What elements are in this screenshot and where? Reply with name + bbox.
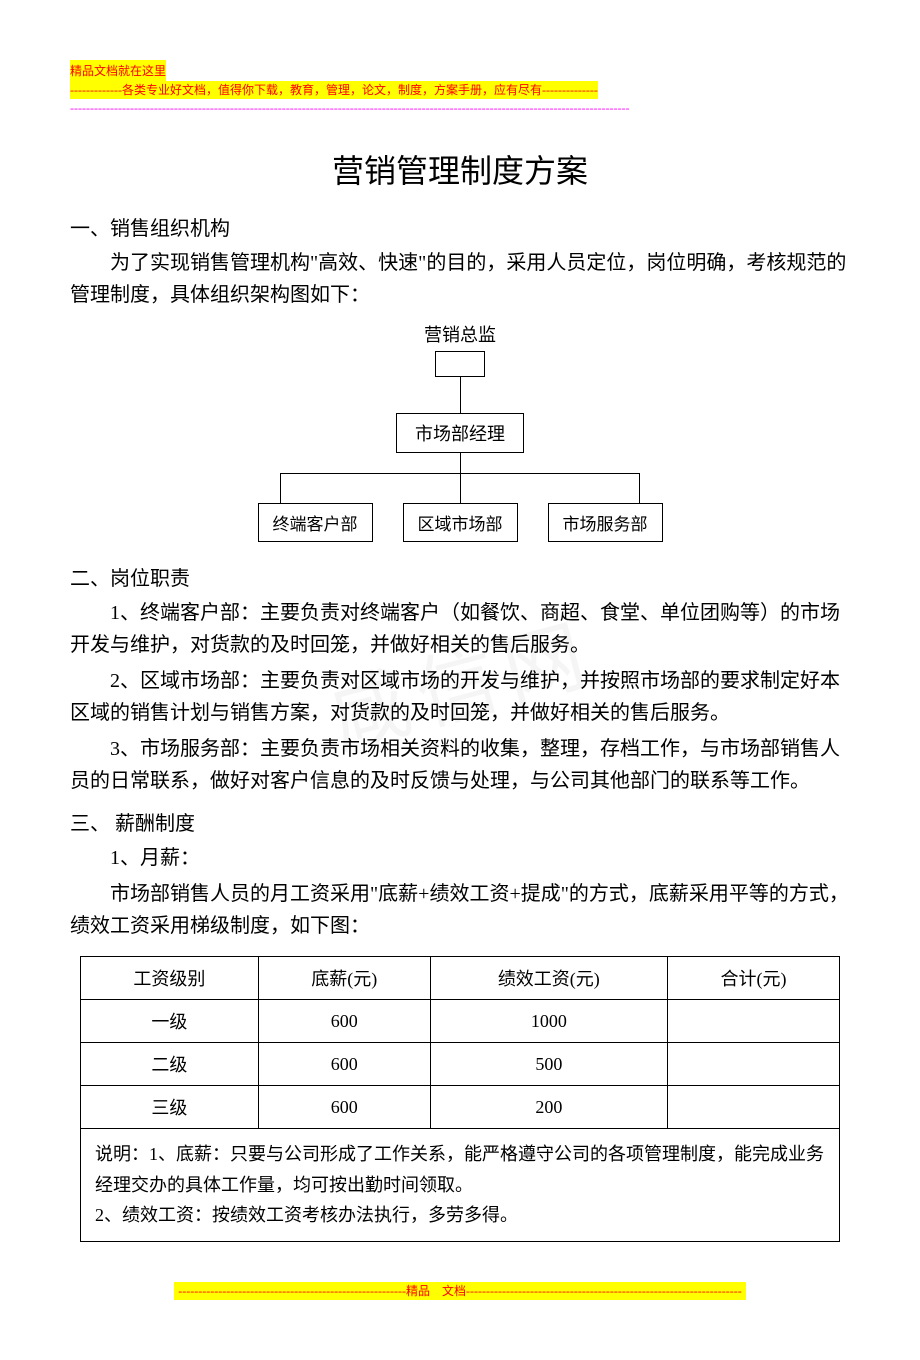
- org-mid-box: 市场部经理: [396, 413, 524, 453]
- th-level: 工资级别: [81, 957, 259, 1000]
- cell: 200: [430, 1086, 667, 1129]
- cell: 600: [258, 1086, 430, 1129]
- footer-text: ----------------------------------------…: [174, 1282, 746, 1300]
- cell: 600: [258, 1043, 430, 1086]
- org-top-box: [435, 351, 485, 377]
- section2-p2: 2、区域市场部：主要负责对区域市场的开发与维护，并按照市场部的要求制定好本区域的…: [70, 665, 850, 729]
- cell: 三级: [81, 1086, 259, 1129]
- th-perf: 绩效工资(元): [430, 957, 667, 1000]
- footer: ----------------------------------------…: [70, 1282, 850, 1300]
- org-leaf1: 终端客户部: [258, 503, 373, 542]
- cell: [667, 1086, 839, 1129]
- org-leaf2: 区域市场部: [403, 503, 518, 542]
- table-note-row: 说明：1、底薪：只要与公司形成了工作关系，能严格遵守公司的各项管理制度，能完成业…: [81, 1129, 840, 1242]
- header-dashes: ----------------------------------------…: [70, 101, 850, 116]
- section3-sub1: 1、月薪：: [70, 842, 850, 874]
- th-total: 合计(元): [667, 957, 839, 1000]
- cell: 二级: [81, 1043, 259, 1086]
- header-line2-pre: -------------: [70, 83, 122, 97]
- cell: 1000: [430, 1000, 667, 1043]
- section1-head: 一、销售组织机构: [70, 212, 850, 241]
- page-content: 精品文档就在这里 -------------各类专业好文档，值得你下载，教育，管…: [70, 60, 850, 1300]
- table-row: 二级 600 500: [81, 1043, 840, 1086]
- section3-head: 三、 薪酬制度: [70, 807, 850, 836]
- section3-para: 市场部销售人员的月工资采用"底薪+绩效工资+提成"的方式，底薪采用平等的方式，绩…: [70, 878, 850, 942]
- table-note: 说明：1、底薪：只要与公司形成了工作关系，能严格遵守公司的各项管理制度，能完成业…: [81, 1129, 840, 1242]
- cell: [667, 1043, 839, 1086]
- org-branch: [280, 453, 640, 503]
- header-line2: -------------各类专业好文档，值得你下载，教育，管理，论文，制度，方…: [70, 81, 598, 99]
- th-base: 底薪(元): [258, 957, 430, 1000]
- cell: [667, 1000, 839, 1043]
- org-leaf3: 市场服务部: [548, 503, 663, 542]
- page-title: 营销管理制度方案: [70, 146, 850, 192]
- footer-post: ----------------------------------------…: [466, 1284, 742, 1298]
- section2-head: 二、岗位职责: [70, 562, 850, 591]
- org-top-label: 营销总监: [70, 321, 850, 347]
- cell: 一级: [81, 1000, 259, 1043]
- cell: 600: [258, 1000, 430, 1043]
- table-row: 三级 600 200: [81, 1086, 840, 1129]
- org-chart: 营销总监 市场部经理 终端客户部 区域市场部 市场服务部: [70, 321, 850, 542]
- salary-table: 工资级别 底薪(元) 绩效工资(元) 合计(元) 一级 600 1000 二级 …: [80, 956, 840, 1242]
- section2-p3: 3、市场服务部：主要负责市场相关资料的收集，整理，存档工作，与市场部销售人员的日…: [70, 733, 850, 797]
- header-block: 精品文档就在这里 -------------各类专业好文档，值得你下载，教育，管…: [70, 60, 850, 116]
- footer-pre: ----------------------------------------…: [178, 1284, 406, 1298]
- section1-para: 为了实现销售管理机构"高效、快速"的目的，采用人员定位，岗位明确，考核规范的管理…: [70, 247, 850, 311]
- org-vline-1: [460, 377, 461, 413]
- org-bottom-row: 终端客户部 区域市场部 市场服务部: [70, 503, 850, 542]
- header-line2-post: --------------: [542, 83, 598, 97]
- table-header-row: 工资级别 底薪(元) 绩效工资(元) 合计(元): [81, 957, 840, 1000]
- cell: 500: [430, 1043, 667, 1086]
- footer-mid: 精品 文档: [406, 1284, 466, 1298]
- header-line2-main: 各类专业好文档，值得你下载，教育，管理，论文，制度，方案手册，应有尽有: [122, 83, 542, 97]
- section2-p1: 1、终端客户部：主要负责对终端客户（如餐饮、商超、食堂、单位团购等）的市场开发与…: [70, 597, 850, 661]
- table-row: 一级 600 1000: [81, 1000, 840, 1043]
- header-line1: 精品文档就在这里: [70, 60, 166, 81]
